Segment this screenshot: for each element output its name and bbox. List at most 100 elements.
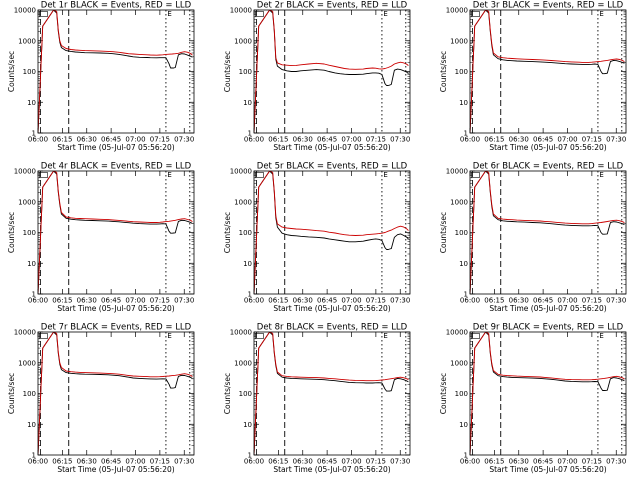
series-lld-line (38, 171, 193, 294)
y-tick-label: 100 (239, 390, 252, 398)
x-tick-label: 07:30 (606, 458, 626, 466)
x-tick-label: 06:45 (317, 136, 337, 144)
x-tick-label: 06:45 (533, 136, 553, 144)
chart-panel-6: Det 6r BLACK = Events, RED = LLD 1 10 100 10… (439, 162, 627, 313)
chart-panel-5: Det 5r BLACK = Events, RED = LLD 1 10 100 10… (223, 162, 411, 313)
x-tick-label: 06:45 (101, 458, 121, 466)
x-tick-label: 06:30 (293, 297, 313, 305)
y-tick-label: 10000 (446, 168, 468, 176)
x-tick-label: 06:15 (484, 297, 504, 305)
series-lld-line (470, 332, 625, 455)
x-axis-label: Start Time (05-Jul-07 05:56:20) (57, 465, 174, 474)
x-tick-label: 06:30 (77, 297, 97, 305)
y-tick-label: 10 (27, 421, 36, 429)
x-tick-label: 06:15 (52, 297, 72, 305)
y-tick-label: 10000 (14, 329, 36, 337)
x-tick-label: 06:30 (77, 458, 97, 466)
x-tick-label: 06:30 (293, 458, 313, 466)
y-axis-label: Counts/sec (7, 51, 16, 92)
x-tick-label: 06:15 (268, 458, 288, 466)
flag-label: E (167, 171, 171, 179)
x-tick-label: 07:00 (341, 458, 361, 466)
series-lld-line (254, 171, 409, 294)
x-tick-label: 07:30 (390, 297, 410, 305)
x-tick-label: 06:45 (101, 136, 121, 144)
x-tick-label: 06:15 (52, 458, 72, 466)
y-tick-label: 10 (243, 99, 252, 107)
x-axis-label: Start Time (05-Jul-07 05:56:20) (57, 143, 174, 152)
x-tick-label: 06:45 (533, 297, 553, 305)
y-axis-label: Counts/sec (7, 212, 16, 253)
x-tick-label: 06:15 (268, 297, 288, 305)
series-lld-line (254, 332, 409, 455)
y-tick-label: 10 (459, 421, 468, 429)
y-tick-label: 100 (455, 229, 468, 237)
series-lld-line (38, 332, 193, 455)
series-lld-line (38, 10, 193, 133)
y-tick-label: 100 (23, 390, 36, 398)
flag-marker-start (471, 172, 480, 178)
x-axis-label: Start Time (05-Jul-07 05:56:20) (489, 143, 606, 152)
panel-title: Det 8r BLACK = Events, RED = LLD (257, 323, 408, 333)
x-tick-label: 06:30 (509, 458, 529, 466)
x-tick-label: 06:00 (28, 297, 48, 305)
plot-frame (469, 9, 627, 134)
x-axis-label: Start Time (05-Jul-07 05:56:20) (273, 143, 390, 152)
y-tick-label: 1 (32, 452, 36, 460)
y-axis-label: Counts/sec (223, 212, 232, 253)
series-events-line (254, 332, 409, 455)
chart-panel-7: Det 7r BLACK = Events, RED = LLD 1 10 100 10… (7, 323, 195, 474)
x-tick-label: 07:00 (341, 297, 361, 305)
x-tick-label: 06:30 (77, 136, 97, 144)
y-tick-label: 1000 (18, 359, 36, 367)
y-tick-label: 1 (464, 452, 468, 460)
plot-frame (469, 170, 627, 295)
y-tick-label: 10 (27, 260, 36, 268)
flag-label: E (167, 332, 171, 340)
y-tick-label: 10 (459, 99, 468, 107)
x-tick-label: 06:15 (484, 136, 504, 144)
y-tick-label: 10 (27, 99, 36, 107)
y-axis-label: Counts/sec (439, 212, 448, 253)
x-tick-label: 07:00 (125, 136, 145, 144)
series-events-line (38, 10, 193, 133)
y-axis-label: Counts/sec (223, 51, 232, 92)
x-tick-label: 06:45 (317, 458, 337, 466)
series-events-line (254, 171, 409, 294)
series-events-line (470, 10, 625, 133)
x-tick-label: 07:00 (557, 136, 577, 144)
y-axis-label: Counts/sec (223, 373, 232, 414)
x-tick-label: 07:15 (366, 297, 386, 305)
series-lld-line (470, 10, 625, 133)
flag-marker-start (471, 11, 480, 17)
panel-title: Det 4r BLACK = Events, RED = LLD (41, 162, 192, 172)
flag-marker-start (39, 172, 48, 178)
y-tick-label: 1 (32, 130, 36, 138)
flag-label: E (599, 10, 603, 18)
x-tick-label: 06:30 (509, 297, 529, 305)
y-axis-label: Counts/sec (439, 51, 448, 92)
y-tick-label: 10 (243, 421, 252, 429)
y-tick-label: 1 (248, 291, 252, 299)
x-tick-label: 06:15 (268, 136, 288, 144)
flag-label: E (599, 332, 603, 340)
y-tick-label: 1 (248, 452, 252, 460)
plot-frame (253, 331, 411, 456)
series-events-line (254, 10, 409, 133)
x-tick-label: 07:30 (390, 458, 410, 466)
plot-frame (469, 331, 627, 456)
x-tick-label: 06:45 (101, 297, 121, 305)
x-axis-label: Start Time (05-Jul-07 05:56:20) (273, 465, 390, 474)
flag-marker-start (255, 172, 264, 178)
chart-panel-9: Det 9r BLACK = Events, RED = LLD 1 10 100 10… (439, 323, 627, 474)
series-events-line (470, 332, 625, 455)
flag-label: E (383, 171, 387, 179)
y-tick-label: 10000 (230, 329, 252, 337)
y-tick-label: 1000 (450, 359, 468, 367)
x-tick-label: 07:15 (150, 297, 170, 305)
flag-marker-start (471, 333, 480, 339)
y-tick-label: 10000 (14, 168, 36, 176)
x-tick-label: 07:00 (125, 297, 145, 305)
y-tick-label: 100 (455, 390, 468, 398)
x-tick-label: 06:00 (460, 136, 480, 144)
